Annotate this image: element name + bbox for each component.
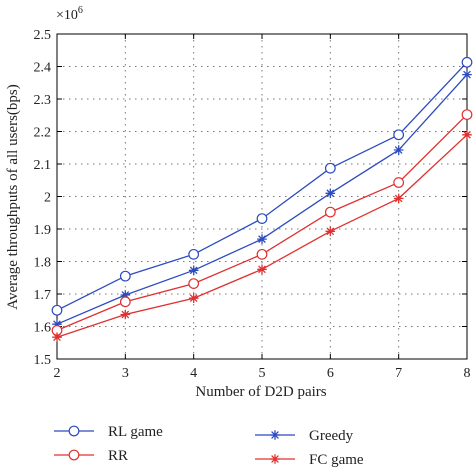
- data-point-greedy: [188, 265, 199, 276]
- data-point-rl-game: [393, 129, 405, 141]
- data-point-greedy: [325, 188, 336, 199]
- y-tick-label: 1.5: [34, 353, 52, 368]
- data-point-fc-game: [257, 264, 267, 275]
- legend-label: RR: [108, 448, 128, 464]
- x-tick-label: 5: [259, 366, 266, 381]
- x-tick-label: 7: [395, 366, 402, 381]
- y-tick-label: 2: [44, 191, 51, 206]
- data-point-rr: [119, 296, 131, 308]
- y-tick-label: 1.8: [34, 256, 52, 271]
- series-rr: [51, 109, 473, 336]
- data-point-fc-game: [120, 309, 131, 320]
- data-point-fc-game: [462, 130, 472, 140]
- legend-item-rr: RR: [54, 448, 128, 464]
- data-point-fc-game: [325, 226, 336, 237]
- data-point-rr: [256, 248, 268, 260]
- legend-marker: [270, 454, 280, 464]
- x-tick-label: 2: [54, 366, 61, 381]
- grid-lines: [57, 34, 467, 359]
- data-point-greedy: [462, 69, 472, 80]
- legend-item-fc-game: FC game: [255, 452, 364, 468]
- data-point-greedy: [257, 234, 267, 244]
- x-tick-label: 3: [122, 366, 129, 381]
- data-point-rl-game: [461, 56, 473, 68]
- x-tick-label: 8: [464, 366, 471, 381]
- axis-ticks: 1.5 1.6 1.7 1.8 1.9 2 2.1 2.2 2.3 2.4 2.5 2 3 4 5 6 7 8: [34, 28, 471, 381]
- x-tick-label: 6: [327, 366, 334, 381]
- y-axis-multiplier: ×106: [56, 5, 83, 23]
- y-tick-label: 1.7: [34, 288, 52, 303]
- data-point-rr: [188, 278, 200, 290]
- y-axis-label: Average throughputs of all users(bps): [5, 84, 21, 310]
- legend-marker: [270, 430, 280, 440]
- data-point-greedy: [52, 319, 62, 329]
- data-point-rr: [324, 206, 336, 218]
- series-fc-game: [52, 130, 472, 342]
- y-tick-label: 2.2: [34, 126, 52, 141]
- series-rl-game: [51, 56, 473, 316]
- data-point-rr: [393, 177, 405, 188]
- x-axis-label: Number of D2D pairs: [195, 384, 326, 400]
- y-tick-label: 1.6: [34, 321, 52, 336]
- legend-label: Greedy: [309, 428, 354, 444]
- legend: RL game RR Greedy FC game: [54, 424, 364, 468]
- data-point-rl-game: [324, 162, 336, 174]
- series-greedy: [52, 69, 472, 329]
- y-axis-multiplier-exponent: 6: [78, 5, 83, 16]
- y-tick-label: 2.4: [34, 61, 52, 76]
- legend-marker: [68, 425, 80, 437]
- data-point-rr: [461, 109, 473, 120]
- data-point-fc-game: [393, 193, 404, 204]
- data-point-fc-game: [188, 293, 199, 303]
- data-point-fc-game: [52, 332, 62, 342]
- data-point-rl-game: [188, 248, 200, 260]
- legend-label: FC game: [309, 452, 364, 468]
- y-tick-label: 1.9: [34, 223, 52, 238]
- x-tick-label: 4: [190, 366, 197, 381]
- legend-item-greedy: Greedy: [255, 428, 354, 444]
- series-group: [51, 56, 473, 342]
- y-tick-label: 2.1: [34, 158, 52, 173]
- y-tick-label: 2.5: [34, 28, 52, 43]
- data-point-greedy: [393, 145, 404, 155]
- data-point-rl-game: [51, 304, 63, 316]
- data-point-greedy: [120, 290, 131, 300]
- y-tick-label: 2.3: [34, 93, 52, 108]
- legend-item-rl-game: RL game: [54, 424, 163, 440]
- legend-marker: [68, 449, 80, 461]
- data-point-rl-game: [119, 270, 131, 282]
- legend-label: RL game: [108, 424, 163, 440]
- data-point-rl-game: [256, 213, 268, 225]
